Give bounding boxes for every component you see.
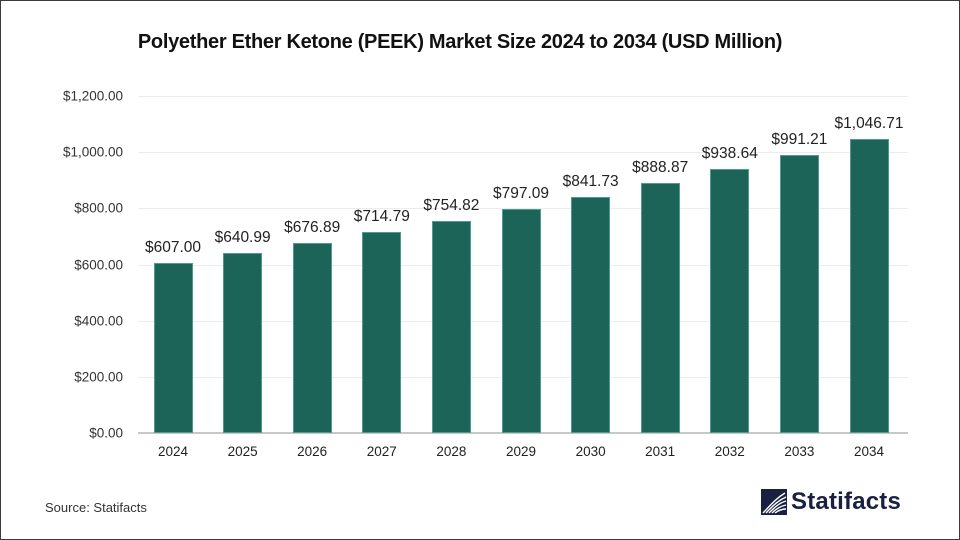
bar-value-label: $714.79: [353, 208, 410, 226]
y-tick-label: $800.00: [74, 200, 123, 216]
bar-value-label: $938.64: [701, 145, 758, 163]
bar-2025: [223, 253, 263, 433]
statifacts-logo: Statifacts: [761, 488, 901, 516]
x-tick-label: 2027: [366, 444, 397, 459]
bar-value-label: $797.09: [492, 185, 550, 203]
bar-2026: [292, 242, 332, 433]
x-tick-label: 2028: [436, 444, 467, 459]
x-tick-label: 2026: [297, 444, 328, 459]
x-tick-label: 2029: [505, 444, 537, 459]
x-tick-label: 2032: [714, 444, 745, 459]
bar-value-label: $888.87: [632, 159, 689, 177]
x-tick-label: 2030: [575, 444, 606, 459]
source-note: Source: Statifacts: [45, 500, 147, 515]
x-tick-label: 2024: [157, 444, 189, 459]
x-tick-label: 2031: [645, 444, 676, 459]
x-tick-label: 2033: [784, 444, 815, 459]
y-tick-label: $1,000.00: [62, 144, 123, 160]
y-tick-label: $400.00: [74, 313, 123, 329]
brand-name: Statifacts: [791, 488, 902, 515]
bar-2027: [362, 232, 402, 433]
bar-value-label: $841.73: [562, 172, 619, 190]
gridline: [138, 96, 908, 97]
y-tick-label: $200.00: [74, 369, 123, 385]
bar-value-label: $991.21: [771, 130, 828, 148]
y-tick-label: $1,200.00: [62, 88, 123, 104]
y-tick-label: $600.00: [74, 257, 123, 272]
bar-2030: [571, 196, 611, 433]
statifacts-logo-icon: [761, 489, 787, 515]
bar-value-label: $640.99: [214, 228, 271, 246]
plot-area: $607.00 $640.99 $676.89 $714.79 $754.82 $797.…: [138, 96, 908, 434]
x-tick-label: 2034: [853, 444, 885, 459]
bar-value-label: $607.00: [144, 238, 202, 256]
gridline: [138, 152, 908, 154]
y-tick-label: $0.00: [89, 425, 123, 441]
bar-2029: [501, 209, 541, 433]
gridline: [138, 208, 908, 210]
bar-value-label: $1,046.71: [834, 115, 904, 133]
bar-value-label: $676.89: [284, 218, 341, 236]
bar-2031: [640, 183, 680, 433]
bar-2033: [779, 154, 819, 433]
bar-2032: [710, 169, 750, 433]
bar-2034: [849, 139, 889, 433]
chart-title: Polyether Ether Ketone (PEEK) Market Siz…: [137, 31, 783, 53]
x-axis-line: [138, 432, 908, 434]
bar-2028: [431, 221, 471, 433]
x-tick-label: 2025: [227, 444, 258, 459]
bar-value-label: $754.82: [423, 197, 480, 215]
bar-2024: [153, 262, 193, 433]
